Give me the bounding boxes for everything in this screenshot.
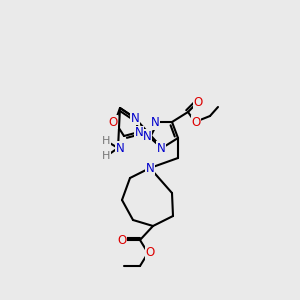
Text: N: N — [146, 161, 154, 175]
Text: N: N — [116, 142, 124, 154]
Text: N: N — [142, 130, 152, 142]
Text: O: O — [117, 233, 127, 247]
Text: N: N — [135, 127, 143, 140]
Text: H: H — [102, 136, 110, 146]
Text: O: O — [194, 97, 202, 110]
Text: O: O — [191, 116, 201, 128]
Text: N: N — [130, 112, 140, 124]
Text: H: H — [102, 151, 110, 161]
Text: N: N — [151, 116, 159, 130]
Text: O: O — [146, 247, 154, 260]
Text: N: N — [157, 142, 165, 154]
Text: O: O — [108, 116, 118, 128]
